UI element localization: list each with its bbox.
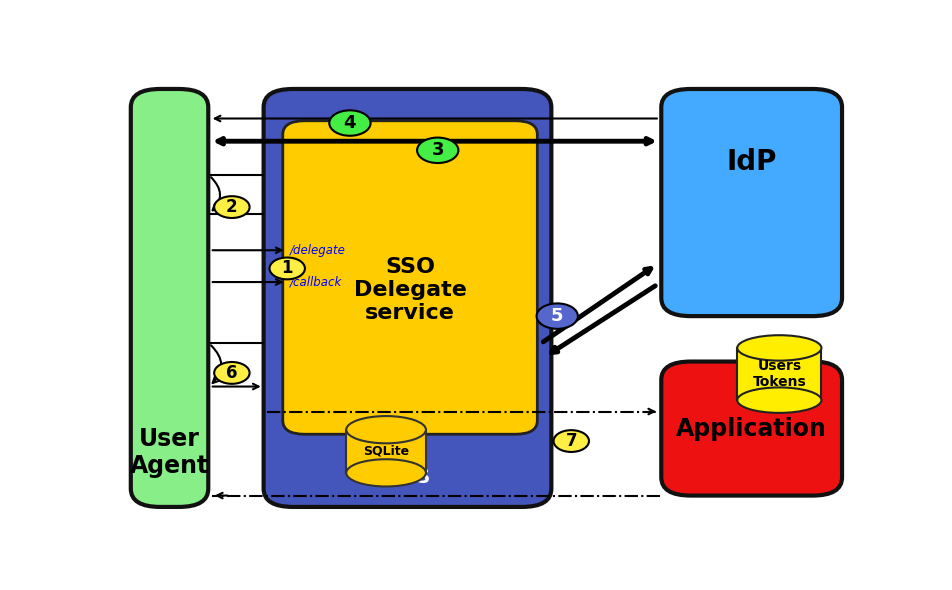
Text: SSO
Delegate
service: SSO Delegate service	[353, 257, 466, 323]
Circle shape	[329, 110, 370, 136]
FancyBboxPatch shape	[130, 89, 208, 507]
Text: 6: 6	[227, 364, 238, 382]
Text: 7: 7	[565, 432, 577, 450]
Circle shape	[214, 362, 249, 384]
Text: 3: 3	[431, 141, 444, 159]
Text: 5: 5	[551, 307, 564, 325]
Text: GAS: GAS	[385, 468, 430, 487]
Ellipse shape	[347, 459, 426, 487]
Bar	[737, 348, 822, 400]
Circle shape	[537, 303, 578, 329]
Bar	[347, 430, 426, 473]
Text: /delegate: /delegate	[290, 244, 346, 257]
FancyBboxPatch shape	[662, 362, 843, 496]
Text: User
Agent: User Agent	[129, 427, 209, 478]
Circle shape	[417, 137, 459, 163]
Text: Application: Application	[676, 417, 827, 441]
Text: IdP: IdP	[726, 148, 777, 176]
Circle shape	[214, 196, 249, 218]
Text: /callback: /callback	[290, 276, 343, 289]
Circle shape	[553, 430, 589, 452]
FancyBboxPatch shape	[264, 89, 551, 507]
Text: Users
Tokens: Users Tokens	[752, 359, 806, 389]
Text: 2: 2	[226, 198, 238, 216]
Ellipse shape	[737, 388, 822, 413]
Ellipse shape	[347, 416, 426, 443]
Text: 4: 4	[344, 114, 356, 132]
FancyBboxPatch shape	[283, 121, 537, 434]
Text: SQLite: SQLite	[363, 445, 409, 458]
FancyBboxPatch shape	[662, 89, 843, 316]
Text: 1: 1	[282, 260, 293, 277]
Circle shape	[269, 257, 305, 279]
Ellipse shape	[737, 335, 822, 360]
